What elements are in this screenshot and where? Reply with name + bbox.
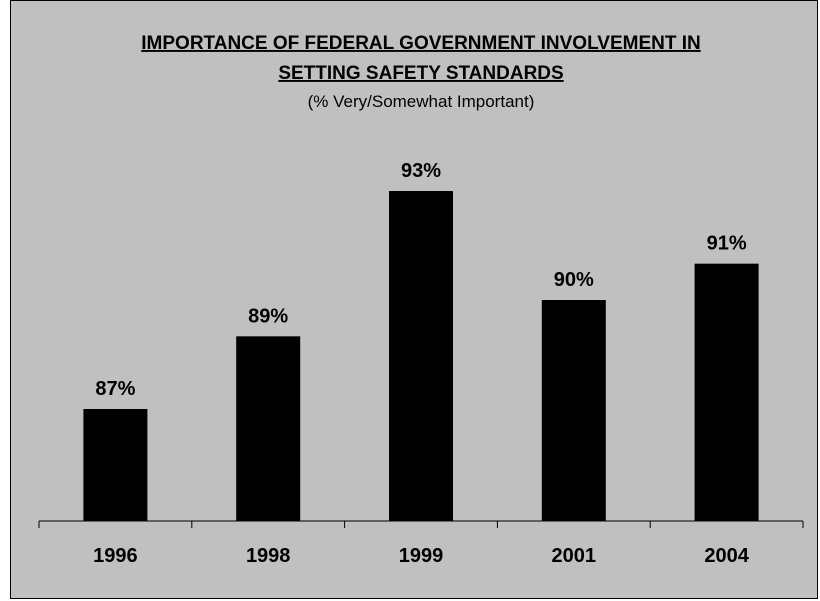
data-label-1999: 93%: [401, 160, 441, 182]
bars-group: [83, 191, 759, 521]
bar-1998: [236, 336, 301, 521]
data-label-2004: 91%: [707, 233, 747, 255]
chart-title-line-1: IMPORTANCE OF FEDERAL GOVERNMENT INVOLVE…: [141, 33, 700, 54]
bar-2004: [694, 263, 759, 521]
x-tick-label-1996: 1996: [93, 545, 138, 567]
x-tick-label-1998: 1998: [246, 545, 291, 567]
x-tick-label-2001: 2001: [552, 545, 597, 567]
bar-1999: [389, 191, 453, 521]
bar-chart: IMPORTANCE OF FEDERAL GOVERNMENT INVOLVE…: [38, 33, 804, 567]
chart-title-line-2: SETTING SAFETY STANDARDS: [278, 63, 563, 84]
x-axis: 1996 1998 1999 2001 2004: [38, 520, 804, 567]
bar-2001: [541, 300, 606, 521]
data-label-1996: 87%: [95, 378, 135, 400]
bar-1996: [83, 409, 148, 521]
x-tick-label-2004: 2004: [704, 545, 749, 567]
chart-subtitle: (% Very/Somewhat Important): [308, 92, 535, 111]
chart-frame: IMPORTANCE OF FEDERAL GOVERNMENT INVOLVE…: [10, 0, 818, 599]
data-label-1998: 89%: [248, 305, 288, 327]
data-label-2001: 90%: [554, 269, 594, 291]
data-labels-group: 87% 89% 93% 90% 91%: [95, 160, 746, 400]
x-tick-label-1999: 1999: [399, 545, 444, 567]
